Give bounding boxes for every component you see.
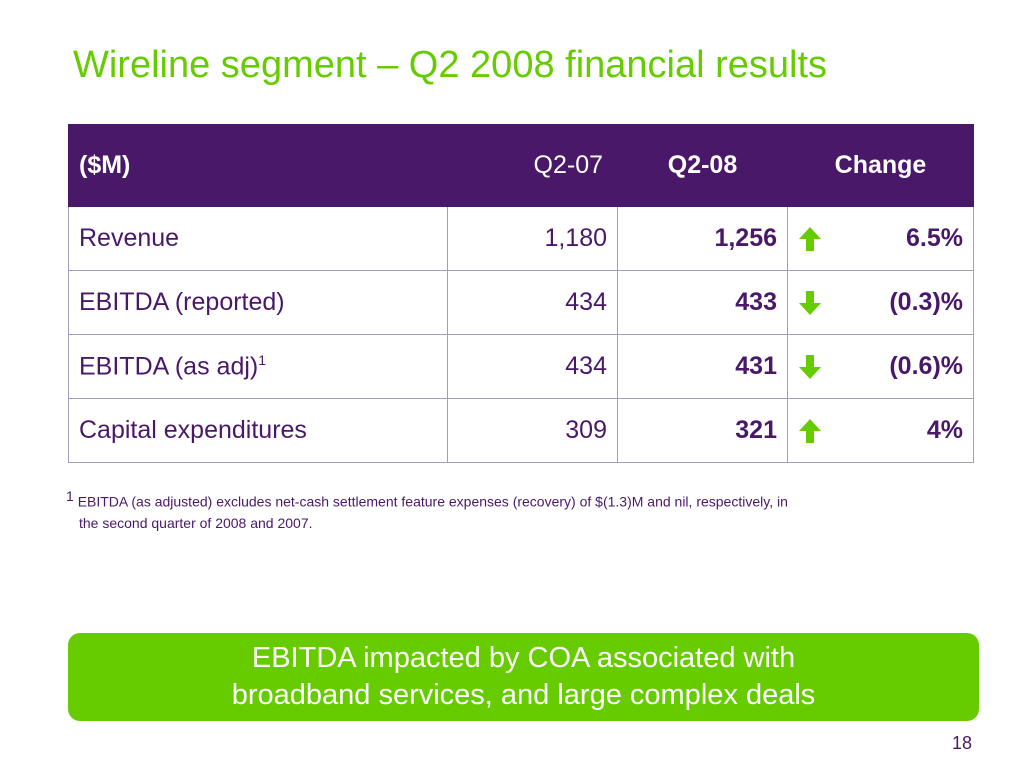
row-label: EBITDA (as adj)1 xyxy=(68,334,448,399)
table-row-ebitda-adjusted: EBITDA (as adj)1 434 431 (0.6)% xyxy=(68,334,974,399)
header-units: ($M) xyxy=(68,124,448,207)
key-message-callout: EBITDA impacted by COA associated with b… xyxy=(68,633,979,721)
row-label: Revenue xyxy=(68,206,448,271)
slide-title: Wireline segment – Q2 2008 financial res… xyxy=(73,44,828,86)
arrow-up-icon xyxy=(798,226,822,252)
arrow-up-icon xyxy=(798,418,822,444)
q2-07-value: 434 xyxy=(447,270,618,335)
footnote-marker: 1 xyxy=(258,351,267,368)
change-value: 4% xyxy=(926,416,963,444)
table-row-capex: Capital expenditures 309 321 4% xyxy=(68,398,974,463)
callout-line1: EBITDA impacted by COA associated with xyxy=(251,642,796,674)
header-change: Change xyxy=(787,124,974,207)
q2-07-value: 1,180 xyxy=(447,206,618,271)
callout-line2: broadband services, and large complex de… xyxy=(231,679,816,711)
header-q2-07: Q2-07 xyxy=(447,124,618,207)
footnote-number: 1 xyxy=(66,488,74,504)
arrow-down-icon xyxy=(798,354,822,380)
financial-results-table: ($M) Q2-07 Q2-08 Change Revenue 1,180 1,… xyxy=(68,124,974,463)
q2-08-value: 321 xyxy=(617,398,788,463)
q2-07-value: 434 xyxy=(447,334,618,399)
change-value: (0.3)% xyxy=(889,288,963,316)
footnote: 1 EBITDA (as adjusted) excludes net-cash… xyxy=(66,486,966,534)
change-cell: 4% xyxy=(787,398,974,463)
header-q2-08: Q2-08 xyxy=(617,124,788,207)
page-number: 18 xyxy=(951,733,972,753)
change-value: 6.5% xyxy=(906,224,963,252)
row-label: EBITDA (reported) xyxy=(68,270,448,335)
q2-08-value: 1,256 xyxy=(617,206,788,271)
row-label: Capital expenditures xyxy=(68,398,448,463)
footnote-text-line2: the second quarter of 2008 and 2007. xyxy=(79,514,313,531)
table-row-ebitda-reported: EBITDA (reported) 434 433 (0.3)% xyxy=(68,270,974,335)
table-header-row: ($M) Q2-07 Q2-08 Change xyxy=(68,124,974,207)
change-cell: (0.6)% xyxy=(787,334,974,399)
footnote-text-line1: EBITDA (as adjusted) excludes net-cash s… xyxy=(77,493,788,510)
q2-08-value: 431 xyxy=(617,334,788,399)
arrow-down-icon xyxy=(798,290,822,316)
q2-08-value: 433 xyxy=(617,270,788,335)
table-row-revenue: Revenue 1,180 1,256 6.5% xyxy=(68,206,974,271)
change-cell: (0.3)% xyxy=(787,270,974,335)
q2-07-value: 309 xyxy=(447,398,618,463)
change-cell: 6.5% xyxy=(787,206,974,271)
change-value: (0.6)% xyxy=(889,352,963,380)
